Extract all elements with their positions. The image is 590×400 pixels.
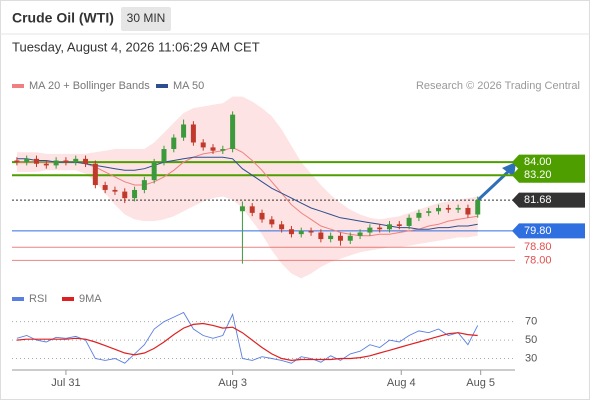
legend-swatch <box>156 84 168 88</box>
level-label: 83.20 <box>524 169 552 181</box>
x-tick-label: Aug 5 <box>466 377 495 389</box>
candle-body <box>416 212 422 218</box>
x-tick-label: Aug 3 <box>218 377 247 389</box>
legend-label: RSI <box>29 293 47 305</box>
candle-body <box>406 217 412 226</box>
bollinger-band <box>16 96 478 279</box>
credit: Research © 2026 Trading Central <box>416 80 580 92</box>
candle-body <box>43 163 49 166</box>
candle-body <box>122 191 128 199</box>
candle-body <box>230 114 236 150</box>
level-label: 81.68 <box>524 194 552 206</box>
candle-body <box>63 160 69 163</box>
candle-body <box>288 229 294 235</box>
candle-body <box>249 206 255 213</box>
x-tick-label: Aug 4 <box>387 377 416 389</box>
candle-body <box>367 227 373 233</box>
candle-body <box>132 189 138 199</box>
candle-body <box>161 149 167 163</box>
candle-body <box>357 232 363 236</box>
level-tag <box>512 154 585 170</box>
instrument: Crude Oil (WTI) <box>12 10 114 26</box>
timeframe-box[interactable] <box>121 7 171 31</box>
candle-body <box>396 224 402 226</box>
candle-body <box>190 124 196 143</box>
candle-body <box>445 207 451 210</box>
candle-body <box>269 219 275 225</box>
candle-body <box>259 212 265 220</box>
candle-body <box>436 207 442 212</box>
candle-body <box>220 149 226 151</box>
candle-body <box>92 163 98 186</box>
level-tag <box>512 223 585 239</box>
candle-body <box>141 180 147 190</box>
candle-body <box>426 211 432 213</box>
candle-body <box>210 147 216 151</box>
y-tick-label: 30 <box>525 352 537 364</box>
legend-swatch <box>12 84 24 88</box>
candle-body <box>465 207 471 215</box>
arrow-head <box>502 162 516 177</box>
candle-body <box>386 224 392 230</box>
candle-body <box>377 227 383 230</box>
candle-body <box>337 235 343 241</box>
y-tick-label: 50 <box>525 334 537 346</box>
legend-swatch <box>12 297 24 301</box>
level-tag <box>512 167 585 183</box>
candle-body <box>14 160 20 163</box>
datetime: Tuesday, August 4, 2026 11:06:29 AM CET <box>12 39 260 54</box>
candle-body <box>34 158 40 164</box>
candle-body <box>181 124 187 138</box>
candle-body <box>102 185 108 190</box>
rsi-line <box>16 322 478 362</box>
level-tag <box>512 192 585 208</box>
candle-body <box>239 206 245 212</box>
candle-body <box>200 142 206 148</box>
candle-body <box>298 230 304 235</box>
legend-swatch <box>62 297 74 301</box>
candle-body <box>112 189 118 192</box>
level-label: 78.80 <box>524 241 552 253</box>
legend-label: 9MA <box>79 293 102 305</box>
candle-body <box>24 158 30 163</box>
candle-body <box>53 160 59 166</box>
candle-body <box>151 162 157 181</box>
candle-body <box>328 235 334 240</box>
legend-label: MA 20 + Bollinger Bands <box>29 80 150 92</box>
candle-body <box>347 235 353 241</box>
level-label: 79.80 <box>524 225 552 237</box>
candle-body <box>475 200 481 215</box>
candle-body <box>308 230 314 233</box>
level-label: 78.00 <box>524 254 552 266</box>
x-tick-label: Jul 31 <box>51 377 80 389</box>
y-tick-label: 70 <box>525 316 537 328</box>
candle-body <box>318 232 324 240</box>
level-label: 84.00 <box>524 156 552 168</box>
candle-body <box>73 158 79 163</box>
candle-body <box>455 207 461 210</box>
timeframe[interactable]: 30 MIN <box>127 11 166 25</box>
rsi-line <box>16 311 479 364</box>
candle-body <box>171 137 177 150</box>
candle-body <box>83 158 89 164</box>
legend-label: MA 50 <box>173 80 204 92</box>
candle-body <box>279 224 285 230</box>
